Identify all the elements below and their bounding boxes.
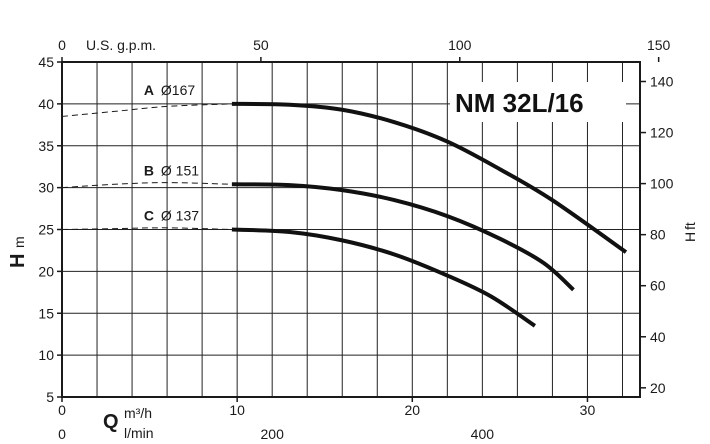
left-axis-tick-label: 5	[46, 389, 54, 405]
bottom-axis-symbol: Q	[103, 411, 119, 433]
right-axis-tick-label: 60	[650, 278, 666, 294]
right-axis-tick-label: 120	[650, 125, 674, 141]
bottom-axis-tick-label: 10	[229, 402, 245, 418]
top-axis-tick-label: 50	[253, 37, 269, 53]
bottom-secondary-tick-label: 400	[471, 426, 495, 442]
left-axis-tick-label: 25	[38, 222, 54, 238]
left-axis-tick-label: 20	[38, 263, 54, 279]
curve-b-name: B	[144, 162, 154, 178]
title-box	[450, 82, 626, 122]
curve-c-diameter: Ø 137	[161, 208, 199, 224]
right-axis-tick-label: 20	[650, 380, 666, 396]
left-axis-tick-label: 40	[38, 96, 54, 112]
curve-b-extrapolated	[61, 182, 232, 189]
curve-c-name: C	[144, 208, 154, 224]
chart-title: NM 32L/16	[455, 88, 584, 118]
bottom-axis-tick-label: 0	[58, 402, 66, 418]
right-axis-unit: ft	[682, 222, 698, 230]
right-axis-tick-label: 40	[650, 329, 666, 345]
left-axis-tick-label: 15	[38, 305, 54, 321]
left-axis-tick-label: 45	[38, 54, 54, 70]
curves: A Ø167 B Ø 151 C Ø 137	[61, 82, 628, 328]
right-axis-tick-label: 100	[650, 176, 674, 192]
curve-a	[231, 101, 628, 254]
bottom-axis-tick-label: 20	[405, 402, 421, 418]
left-axis-unit: m	[11, 236, 27, 248]
curve-b	[231, 182, 575, 292]
right-axis-tick-label: 80	[650, 227, 666, 243]
curve-a-extrapolated	[61, 103, 232, 117]
top-axis-tick-label: 0	[58, 37, 66, 53]
top-axis-tick-label: 100	[448, 37, 472, 53]
left-axis-tick-label: 35	[38, 138, 54, 154]
curve-a-name: A	[144, 82, 154, 98]
curve-c	[231, 227, 537, 328]
right-axis-tick-label: 140	[650, 73, 674, 89]
left-axis-tick-label: 30	[38, 180, 54, 196]
top-axis-label: U.S. g.p.m.	[86, 37, 156, 53]
top-axis-tick-label: 150	[647, 37, 671, 53]
bottom-secondary-tick-label: 0	[58, 426, 66, 442]
right-axis-symbol: H	[682, 232, 698, 242]
curve-b-diameter: Ø 151	[161, 162, 199, 178]
bottom-axis-unit-secondary: l/min	[124, 425, 154, 441]
curve-a-diameter: Ø167	[161, 82, 195, 98]
bottom-secondary-tick-label: 200	[261, 426, 285, 442]
left-axis-tick-label: 10	[38, 347, 54, 363]
curve-c-extrapolated	[61, 227, 232, 230]
axis-ticks	[57, 57, 660, 402]
bottom-axis-tick-label: 30	[580, 402, 596, 418]
bottom-axis-unit-primary: m³/h	[124, 405, 152, 421]
left-axis-symbol: H	[7, 254, 29, 268]
